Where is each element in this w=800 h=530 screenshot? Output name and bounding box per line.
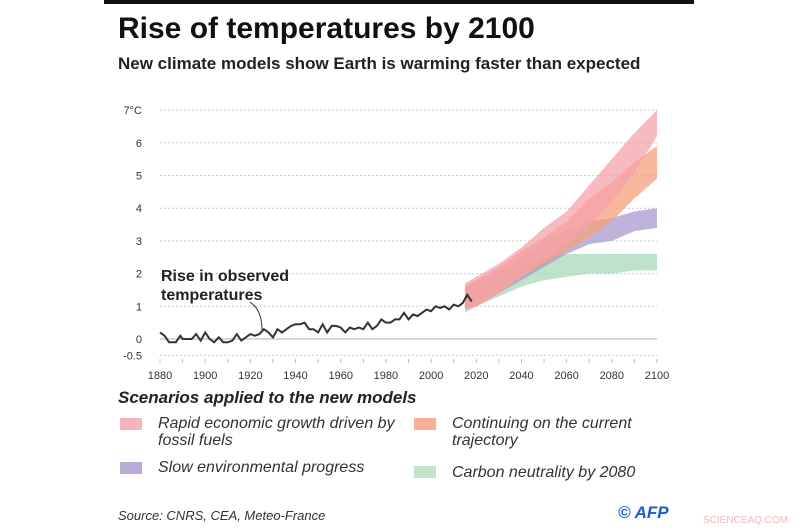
legend-swatch-carbon <box>414 466 436 478</box>
y-tick-label: 7°C <box>124 105 143 117</box>
x-tick-label: 2060 <box>554 370 578 382</box>
annotation-leader <box>249 301 263 331</box>
annotation-label: Rise in observed <box>161 268 289 285</box>
y-tick-label: 3 <box>136 236 142 248</box>
chart-title: Rise of temperatures by 2100 <box>118 12 535 45</box>
x-tick-label: 1980 <box>374 370 398 382</box>
top-rule <box>104 0 694 4</box>
source-note: Source: CNRS, CEA, Meteo-France <box>118 508 326 523</box>
legend-label-slow: Slow environmental progress <box>158 459 365 476</box>
annotation-label: temperatures <box>161 287 262 304</box>
x-tick-label: 1940 <box>283 370 307 382</box>
legend-swatch-rapid <box>120 418 142 430</box>
x-tick-label: 1920 <box>238 370 262 382</box>
x-tick-label: 2100 <box>645 370 669 382</box>
observed-temperature-line <box>159 292 473 344</box>
y-tick-label: 2 <box>136 269 142 281</box>
scenario-band-2 <box>464 208 657 310</box>
afp-logo: © AFP <box>618 503 669 522</box>
y-tick-label: 1 <box>136 301 142 313</box>
legend-swatch-slow <box>120 462 142 474</box>
legend-title: Scenarios applied to the new models <box>118 388 417 407</box>
legend-label-current: Continuing on the current trajectory <box>452 415 632 449</box>
chart-subtitle: New climate models show Earth is warming… <box>118 54 641 73</box>
y-tick-label: 6 <box>136 138 142 150</box>
chart-plot: 7°C 6 5 4 3 2 1 0 -0.5 1880 1900 1920 1940 1960 1980 20… <box>123 105 669 382</box>
x-tick-label: 2040 <box>509 370 533 382</box>
x-tick-label: 2020 <box>464 370 488 382</box>
x-tick-label: 1960 <box>328 370 352 382</box>
y-tick-label: 4 <box>136 203 142 215</box>
y-tick-label: 5 <box>136 171 142 183</box>
watermark: SCIENCEAQ.COM <box>703 515 789 526</box>
legend-label-carbon: Carbon neutrality by 2080 <box>452 464 636 481</box>
y-tick-label: 0 <box>136 334 142 346</box>
x-tick-label: 1880 <box>148 370 172 382</box>
legend-label-rapid: Rapid economic growth driven by fossil f… <box>158 415 395 449</box>
x-tick-label: 2000 <box>419 370 443 382</box>
legend-swatch-current <box>414 418 436 430</box>
y-tick-label: -0.5 <box>123 350 142 362</box>
x-tick-label: 2080 <box>600 370 624 382</box>
x-tick-label: 1900 <box>193 370 217 382</box>
scenario-band-0 <box>464 110 657 310</box>
